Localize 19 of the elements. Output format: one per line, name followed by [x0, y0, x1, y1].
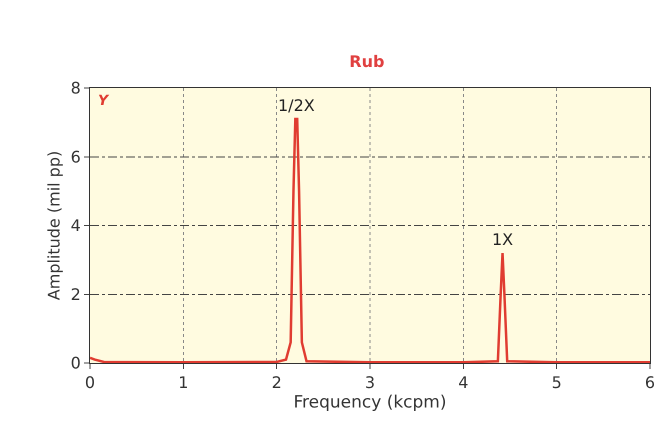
x-axis-title: Frequency (kcpm) — [293, 392, 447, 413]
x-tick-label: 0 — [84, 373, 96, 392]
x-tick-label: 6 — [644, 373, 656, 392]
annotation: 1X — [492, 230, 514, 249]
x-tick-label: 4 — [458, 373, 468, 392]
chart-title: Rub — [349, 52, 384, 72]
x-tick-label: 3 — [364, 373, 376, 392]
line-series — [90, 118, 650, 363]
y-tick-label: 6 — [70, 147, 81, 166]
y-tick-label: 4 — [70, 216, 81, 236]
annotation: 1/2X — [278, 96, 315, 115]
annotation: Y — [98, 93, 110, 109]
y-tick-label: 0 — [70, 354, 81, 373]
x-tick-label: 1 — [178, 373, 188, 392]
y-tick-label: 2 — [70, 284, 81, 304]
y-tick-label: 8 — [70, 78, 81, 98]
y-axis-title: Amplitude (mil pp) — [44, 150, 64, 300]
x-tick-label: 5 — [552, 373, 562, 392]
x-tick-label: 2 — [272, 373, 282, 392]
